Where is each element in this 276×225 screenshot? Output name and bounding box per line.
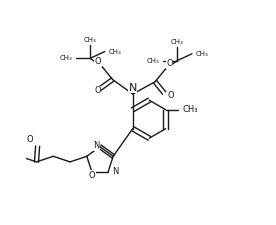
Text: O: O	[95, 57, 101, 66]
Text: CH₃: CH₃	[183, 105, 198, 114]
Text: CH₃: CH₃	[60, 55, 72, 61]
Text: N: N	[93, 141, 100, 150]
Text: CH₃: CH₃	[171, 39, 184, 45]
Text: O: O	[26, 135, 33, 144]
Text: CH₃: CH₃	[84, 37, 97, 43]
Text: O: O	[89, 171, 95, 180]
Text: O: O	[166, 59, 173, 68]
Text: CH₃: CH₃	[108, 49, 121, 55]
Text: O: O	[94, 86, 101, 95]
Text: N: N	[112, 167, 118, 176]
Text: O: O	[167, 91, 174, 100]
Text: CH₃: CH₃	[196, 51, 209, 57]
Text: CH₃: CH₃	[147, 58, 160, 63]
Text: N: N	[129, 83, 137, 93]
